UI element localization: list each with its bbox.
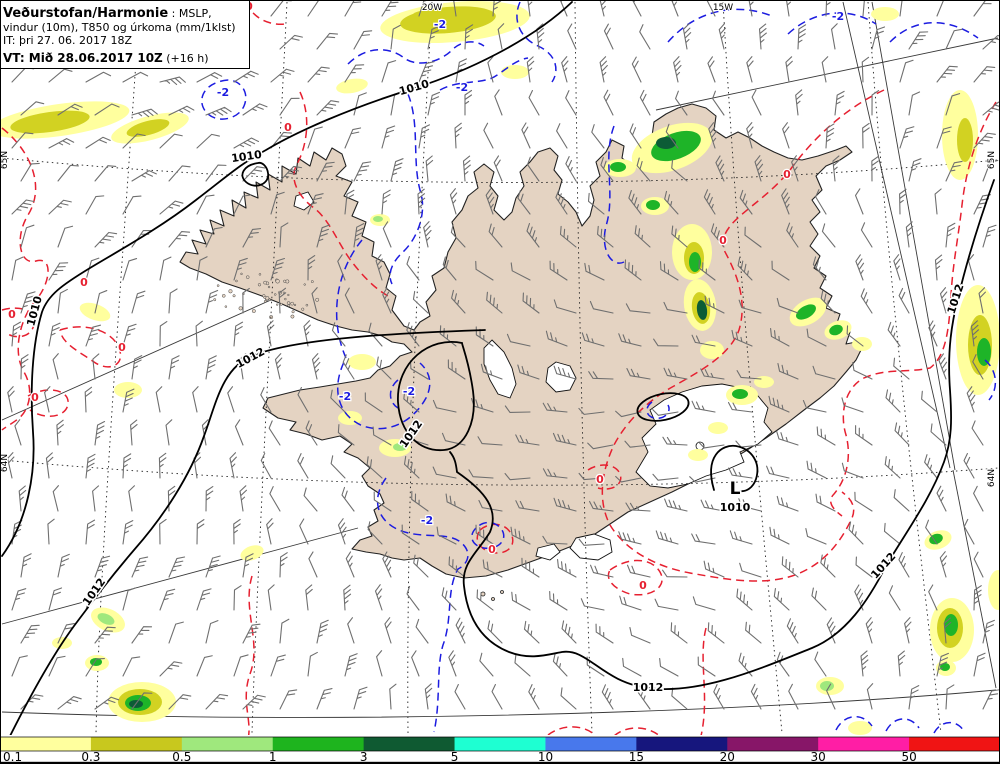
graticule-label: 64N <box>987 469 997 487</box>
colorbar-value: 50 <box>901 750 916 764</box>
t850-zero-label: 0 <box>488 543 496 556</box>
t850-zero-label: 0 <box>284 121 292 134</box>
t850-minus2-label: -2 <box>217 86 229 99</box>
t850-minus2-contours <box>201 1 997 734</box>
model-title: Veðurstofan/Harmonie <box>3 6 169 21</box>
colorbar-segment <box>636 737 728 751</box>
t850-zero-label: 0 <box>80 276 88 289</box>
valid-time: VT: Mið 28.06.2017 10Z <box>3 51 163 66</box>
graticule-label: 65N <box>0 151 10 169</box>
colorbar-value: 0.5 <box>172 750 191 764</box>
colorbar-value: 0.3 <box>81 750 100 764</box>
t850-zero-label: 0 <box>8 308 16 321</box>
t850-zero-contours <box>1 1 997 743</box>
colorbar-segment <box>363 737 456 751</box>
colorbar-segment <box>272 737 365 751</box>
colorbar-segment <box>454 737 546 751</box>
t850-zero-label: 0 <box>719 234 727 247</box>
t850-minus2-label: -2 <box>403 385 415 398</box>
t850-minus2-label: -2 <box>434 18 446 31</box>
isobar-label: 1012 <box>633 681 664 694</box>
graticule-dotted <box>1 1 999 734</box>
info-line-2: vindur (10m), T850 og úrkoma (mm/1klst) <box>3 21 236 34</box>
forecast-info-box: Veðurstofan/Harmonie : MSLP, vindur (10m… <box>0 0 250 70</box>
colorbar-value: 15 <box>629 750 644 764</box>
low-center-symbol: L <box>730 479 741 499</box>
colorbar-value: 5 <box>451 750 459 764</box>
colorbar-segment <box>181 737 274 751</box>
colorbar-value: 0.1 <box>3 750 22 764</box>
graticule-label: 64N <box>0 454 10 472</box>
colorbar-value: 3 <box>360 750 368 764</box>
t850-minus2-label: -2 <box>832 10 844 23</box>
isobar-label: 1010 <box>230 148 262 165</box>
colorbar-segment <box>818 737 910 751</box>
t850-zero-label: 0 <box>31 391 39 404</box>
info-line-3: IT: þri 27. 06. 2017 18Z <box>3 34 133 48</box>
colorbar-segment <box>545 737 637 751</box>
t850-minus2-label: -2 <box>421 514 433 527</box>
low-center-pressure: 1010 <box>720 501 751 514</box>
colorbar-segment <box>909 737 1000 751</box>
graticule-label: 65N <box>987 151 997 169</box>
t850-zero-label: 0 <box>783 168 791 181</box>
wind-barbs <box>7 0 1000 710</box>
info-line-4: VT: Mið 28.06.2017 10Z (+16 h) <box>3 51 209 66</box>
t850-zero-label: 0 <box>639 579 647 592</box>
colorbar-value: 10 <box>538 750 553 764</box>
colorbar-segment <box>90 737 183 751</box>
precip-colorbar-legend: 0.1 0.3 0.5 1 3 5 10 15 20 30 50 <box>0 735 1000 764</box>
colorbar-segment <box>0 737 92 751</box>
colorbar-segment <box>727 737 819 751</box>
mslp-isobars <box>1 1 995 741</box>
t850-minus2-label: -2 <box>456 81 468 94</box>
colorbar-value: 20 <box>720 750 735 764</box>
graticule-label: 15W <box>713 3 733 13</box>
graticule-label: 20W <box>422 3 442 13</box>
t850-minus2-label: -2 <box>339 390 351 403</box>
t850-zero-label: 0 <box>596 473 604 486</box>
colorbar-value: 1 <box>269 750 277 764</box>
t850-zero-label: 0 <box>118 341 126 354</box>
info-line-1: Veðurstofan/Harmonie : MSLP, <box>3 6 212 21</box>
small-islands <box>213 272 504 601</box>
colorbar-value: 30 <box>811 750 826 764</box>
